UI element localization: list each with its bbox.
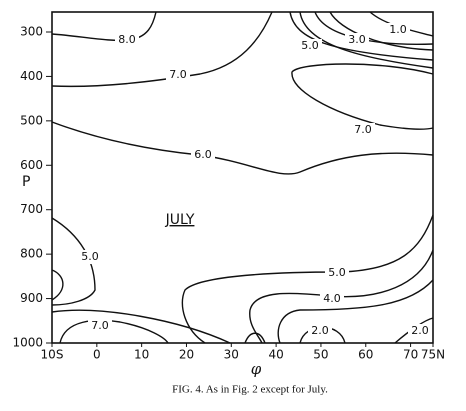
x-tick-label: 70 — [403, 348, 418, 362]
contour-label: 2.0 — [411, 324, 429, 337]
label-bg — [386, 23, 410, 37]
contour-label: 7.0 — [91, 319, 109, 332]
y-tick-label: 1000 — [12, 336, 43, 350]
contour-label: 5.0 — [328, 266, 346, 279]
contour-line — [181, 214, 434, 344]
contour-line — [51, 217, 96, 306]
contour-line — [51, 269, 64, 301]
x-tick-label: 40 — [268, 348, 283, 362]
contour-line — [51, 11, 157, 42]
contour-label: 6.0 — [194, 148, 212, 161]
x-tick-label: 20 — [179, 348, 194, 362]
label-bg — [115, 33, 139, 47]
contour-line — [244, 332, 266, 344]
label-bg — [351, 123, 375, 137]
label-bg — [78, 250, 102, 264]
contour-label: 3.0 — [348, 33, 366, 46]
x-tick-label: 10 — [134, 348, 149, 362]
y-tick-label: 600 — [20, 158, 43, 172]
y-tick-label: 800 — [20, 247, 43, 261]
contour-line — [51, 121, 434, 175]
caption: FIG. 4. As in Fig. 2 except for July. — [172, 384, 328, 396]
contour-label: 5.0 — [301, 39, 319, 52]
contour-line — [51, 309, 231, 344]
label-bg — [325, 266, 349, 280]
contour-label: 1.0 — [389, 23, 407, 36]
contour-label: 7.0 — [354, 123, 372, 136]
contour-line — [277, 279, 434, 344]
y-tick-label: 400 — [20, 69, 43, 83]
y-tick-label: 900 — [20, 291, 43, 305]
contour-label: 4.0 — [323, 292, 341, 305]
contour-label: 2.0 — [311, 324, 329, 337]
y-tick-label: 700 — [20, 202, 43, 216]
contour-label: 5.0 — [81, 250, 99, 263]
label-bg — [191, 148, 215, 162]
contour-line — [59, 319, 169, 344]
label-bg — [88, 319, 112, 333]
contour-label: 8.0 — [118, 33, 136, 46]
x-tick-label: 0 — [93, 348, 101, 362]
y-axis-label: P — [22, 174, 30, 190]
label-bg — [320, 292, 344, 306]
contour-line — [291, 63, 434, 130]
label-bg — [308, 324, 332, 338]
contour-line — [249, 249, 434, 344]
plot-frame — [51, 11, 434, 344]
contour-line — [289, 11, 434, 61]
x-tick-label: 30 — [224, 348, 239, 362]
x-tick-label: 50 — [313, 348, 328, 362]
annotation: JULY — [165, 212, 195, 228]
x-tick-label: 10S — [41, 348, 64, 362]
label-bg — [408, 324, 432, 338]
x-axis-label: φ — [251, 360, 262, 378]
label-bg — [298, 39, 322, 53]
label-bg — [345, 33, 369, 47]
label-bg — [166, 68, 190, 82]
contour-label: 7.0 — [169, 68, 187, 81]
x-tick-label: 75N — [421, 348, 445, 362]
x-tick-label: 60 — [358, 348, 373, 362]
y-tick-label: 300 — [20, 24, 43, 38]
y-tick-label: 500 — [20, 113, 43, 127]
contour-line — [51, 11, 273, 88]
